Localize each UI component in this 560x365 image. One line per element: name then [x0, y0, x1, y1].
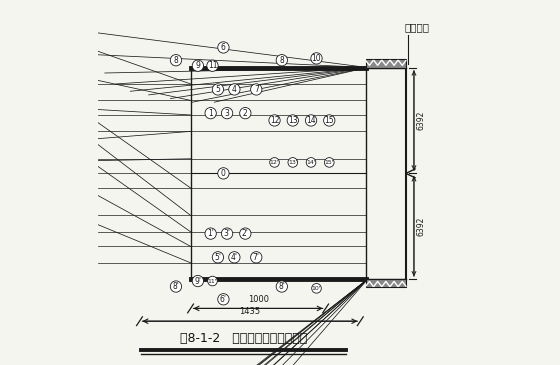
Circle shape	[170, 281, 181, 292]
Circle shape	[311, 53, 322, 64]
Text: 13: 13	[288, 116, 297, 125]
Text: 1435: 1435	[239, 307, 260, 316]
Circle shape	[207, 60, 218, 72]
Text: 8': 8'	[278, 282, 285, 291]
Text: 1000: 1000	[248, 295, 269, 304]
Text: 0: 0	[221, 169, 226, 178]
Text: 11': 11'	[208, 278, 217, 284]
Circle shape	[228, 252, 240, 263]
Text: 9': 9'	[194, 277, 202, 285]
Circle shape	[205, 107, 216, 119]
Text: 8': 8'	[172, 282, 179, 291]
Text: 6': 6'	[220, 295, 227, 304]
Text: 6392: 6392	[417, 216, 426, 236]
Text: 6392: 6392	[417, 111, 426, 130]
Text: 13': 13'	[288, 160, 298, 165]
Text: 3': 3'	[223, 229, 231, 238]
Bar	[366, 279, 406, 287]
Circle shape	[192, 60, 203, 72]
Circle shape	[276, 54, 287, 66]
Text: 4': 4'	[231, 253, 238, 262]
Text: 2: 2	[243, 109, 248, 118]
Text: 7': 7'	[253, 253, 260, 262]
Circle shape	[240, 228, 251, 239]
Text: 12': 12'	[270, 160, 279, 165]
Text: 14': 14'	[306, 160, 316, 165]
Bar	[366, 59, 406, 68]
Circle shape	[312, 284, 321, 293]
Text: 3: 3	[225, 109, 230, 118]
Text: 4: 4	[232, 85, 237, 94]
Text: 6: 6	[221, 43, 226, 52]
Circle shape	[212, 252, 223, 263]
Circle shape	[221, 107, 233, 119]
Circle shape	[218, 42, 229, 53]
Text: 11: 11	[208, 61, 217, 70]
Circle shape	[288, 158, 297, 167]
Text: 图8-1-2   注浆孔平面布置示意图: 图8-1-2 注浆孔平面布置示意图	[180, 332, 307, 345]
Circle shape	[192, 276, 203, 287]
Circle shape	[221, 228, 233, 239]
Circle shape	[212, 84, 223, 95]
Circle shape	[276, 281, 287, 292]
Text: 10': 10'	[312, 286, 321, 291]
Text: 15': 15'	[324, 160, 334, 165]
Text: 8: 8	[279, 56, 284, 65]
Circle shape	[270, 158, 279, 167]
Text: 7: 7	[254, 85, 259, 94]
Text: 1: 1	[208, 109, 213, 118]
Circle shape	[208, 276, 217, 286]
Text: 15: 15	[324, 116, 334, 125]
Text: 2': 2'	[242, 229, 249, 238]
Circle shape	[218, 168, 229, 179]
Text: 格栅钢架: 格栅钢架	[404, 22, 430, 32]
Circle shape	[251, 252, 262, 263]
Circle shape	[240, 107, 251, 119]
Circle shape	[170, 54, 181, 66]
Text: 9: 9	[195, 61, 200, 70]
Text: 5': 5'	[214, 253, 221, 262]
Text: 10: 10	[312, 54, 321, 63]
Circle shape	[218, 293, 229, 305]
Circle shape	[306, 158, 316, 167]
Text: 14: 14	[306, 116, 316, 125]
Text: 5: 5	[216, 85, 221, 94]
Circle shape	[228, 84, 240, 95]
Circle shape	[269, 115, 280, 126]
Circle shape	[324, 158, 334, 167]
Circle shape	[305, 115, 317, 126]
Text: 8: 8	[174, 56, 178, 65]
Circle shape	[251, 84, 262, 95]
Circle shape	[324, 115, 335, 126]
Text: 12: 12	[270, 116, 279, 125]
Text: 1': 1'	[207, 229, 214, 238]
Circle shape	[287, 115, 298, 126]
Circle shape	[205, 228, 216, 239]
